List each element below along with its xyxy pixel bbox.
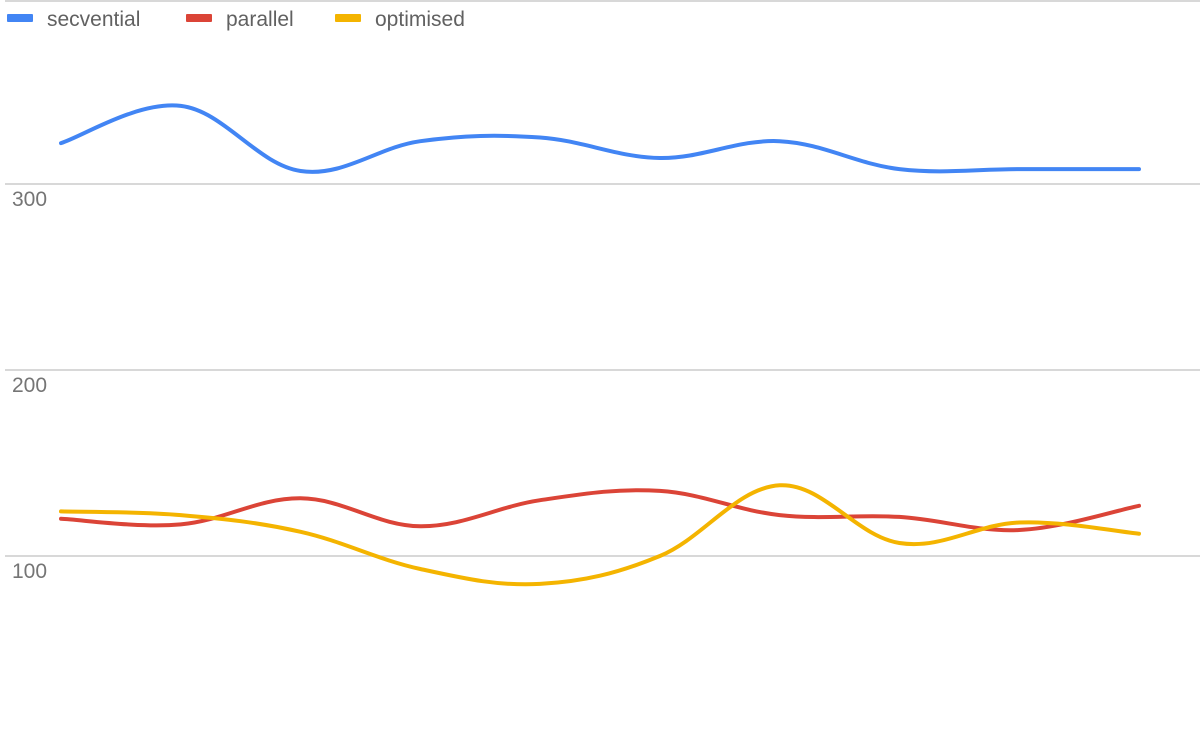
y-tick-label: 100 [12,560,47,583]
y-tick-label: 200 [12,374,47,397]
gridlines [5,0,1200,557]
series-line-parallel [59,488,1141,533]
y-axis-ticks: 300 200 100 [12,188,47,583]
legend-swatch-secvential [7,14,33,22]
legend: secvential parallel optimised [7,8,465,31]
legend-swatch-parallel [186,14,212,22]
legend-label-secvential: secvential [47,8,140,31]
series-line-secvential [59,103,1141,174]
legend-label-optimised: optimised [375,8,465,31]
y-tick-label: 300 [12,188,47,211]
legend-label-parallel: parallel [226,8,294,31]
series-line-optimised [59,483,1141,587]
series-lines [59,103,1141,587]
legend-swatch-optimised [335,14,361,22]
